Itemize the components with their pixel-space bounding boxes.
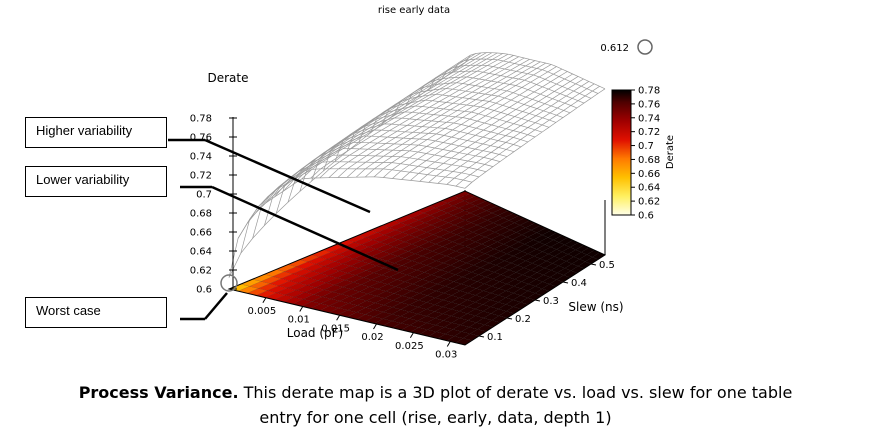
colorbar [611,89,632,216]
x-tick-label: 0.01 [288,315,310,326]
mesh-line-slew [355,61,541,178]
floor-outline [227,190,607,346]
y-tick-mark [478,335,485,338]
x-tick-label: 0.005 [248,306,277,317]
y-axis-label: Slew (ns) [568,300,623,314]
mesh-line-slew [319,56,519,179]
x-axis-label: Load (pF) [287,326,343,340]
y-tick-mark [562,281,569,284]
z-tick-label: 0.66 [190,228,212,239]
worst-case-marker [220,274,238,292]
x-tick-label: 0.02 [361,332,383,343]
colorbar-ticks: 0.78 0.76 0.74 0.72 0.7 0.68 0.66 0.64 0.62 0.6 [631,86,660,222]
caption-line2: entry for one cell (rise, early, data, d… [259,408,612,427]
marker-legend-circle [637,39,653,55]
z-tick-label: 0.64 [190,247,212,258]
y-tick-mark [506,317,513,320]
mesh-line-slew [437,81,589,184]
y-tick-mark [590,263,597,266]
mesh-line-slew [255,52,482,213]
x-tick-mark [409,332,414,339]
mesh-line-slew [337,58,530,178]
x-tick-mark [373,323,377,330]
x-tick-mark [446,341,451,347]
mesh-line-slew [392,68,563,179]
z-tick-label: 0.68 [190,209,212,220]
z-axis-label: Derate [208,71,249,85]
floor-heatmap [227,190,607,346]
callout-worst-case: Worst case [25,297,167,328]
mesh-line-slew [373,64,552,178]
x-tick-label: 0.015 [321,323,350,334]
y-tick-label: 0.2 [515,314,531,325]
colorbar-tick-label: 0.7 [638,141,654,152]
x-tick-mark [262,297,267,304]
colorbar-tick-label: 0.76 [638,99,660,110]
leader-worst [204,292,228,320]
colorbar-tick-label: 0.68 [638,155,660,166]
caption-bold: Process Variance. [78,383,239,402]
y-tick-label: 0.5 [599,260,615,271]
leader-higher [204,138,371,214]
y-tick-label: 0.3 [543,296,559,307]
mesh-line-slew [419,76,579,182]
x-tick-label: 0.025 [395,341,424,352]
colorbar-tick-label: 0.78 [638,86,660,97]
surface-wireframe [228,52,606,278]
mesh-line-slew [364,62,546,178]
z-axis-ticks: 0.6 0.62 0.64 0.66 0.68 0.7 0.72 0.74 0.76 0.78 [190,114,237,296]
x-tick-label: 0.03 [435,350,457,361]
mesh-line-load [441,64,592,99]
mesh-line-slew [410,73,573,181]
z-tick-label: 0.76 [190,133,212,144]
mesh-line-slew [292,53,503,186]
z-tick-label: 0.7 [196,190,212,201]
figure-caption: Process Variance. This derate map is a 3… [0,380,871,430]
z-tick-label: 0.62 [190,266,212,277]
z-tick-label: 0.74 [190,152,212,163]
colorbar-tick-label: 0.62 [638,197,660,208]
x-tick-mark [299,306,304,312]
x-axis-ticks: 0.005 0.01 0.015 0.02 0.025 0.03 [248,297,457,361]
derate-3d-plot: rise early data 0.612 Derate 0.6 0.62 0.64… [168,5,676,361]
y-tick-label: 0.1 [487,332,503,343]
colorbar-tick-label: 0.6 [638,211,654,222]
colorbar-tick-label: 0.66 [638,169,660,180]
mesh-line-slew [310,55,514,179]
x-tick-mark [336,314,341,321]
colorbar-tick-label: 0.74 [638,113,660,124]
mesh-line-slew [265,52,487,204]
z-tick-label: 0.6 [196,285,212,296]
mesh-line-slew [464,88,606,189]
mesh-line-load [452,58,599,94]
colorbar-tick-label: 0.64 [638,183,660,194]
mesh-line-slew [283,52,498,192]
y-tick-mark [534,299,541,302]
mesh-line-slew [274,52,493,198]
marker-value-label: 0.612 [600,43,629,54]
y-tick-label: 0.4 [571,278,587,289]
callout-higher-variability: Higher variability [25,117,167,148]
mesh-line-slew [446,83,595,185]
mesh-line-slew [383,66,557,178]
callout-lower-variability: Lower variability [25,166,167,197]
colorbar-label: Derate [665,135,676,169]
mesh-line-slew [428,78,584,183]
z-tick-label: 0.72 [190,171,212,182]
leader-lower [211,185,399,272]
mesh-line-slew [346,60,536,178]
caption-line1: This derate map is a 3D plot of derate v… [238,383,793,402]
colorbar-tick-label: 0.72 [638,127,660,138]
mesh-line-slew [246,53,476,224]
mesh-line-slew [301,53,509,180]
chart-title: rise early data [378,5,450,16]
mesh-line-slew [328,57,525,178]
y-axis-ticks: 0.1 0.2 0.3 0.4 0.5 [478,260,615,343]
mesh-line-slew [455,86,600,187]
mesh-line-slew [401,71,568,180]
z-tick-label: 0.78 [190,114,212,125]
